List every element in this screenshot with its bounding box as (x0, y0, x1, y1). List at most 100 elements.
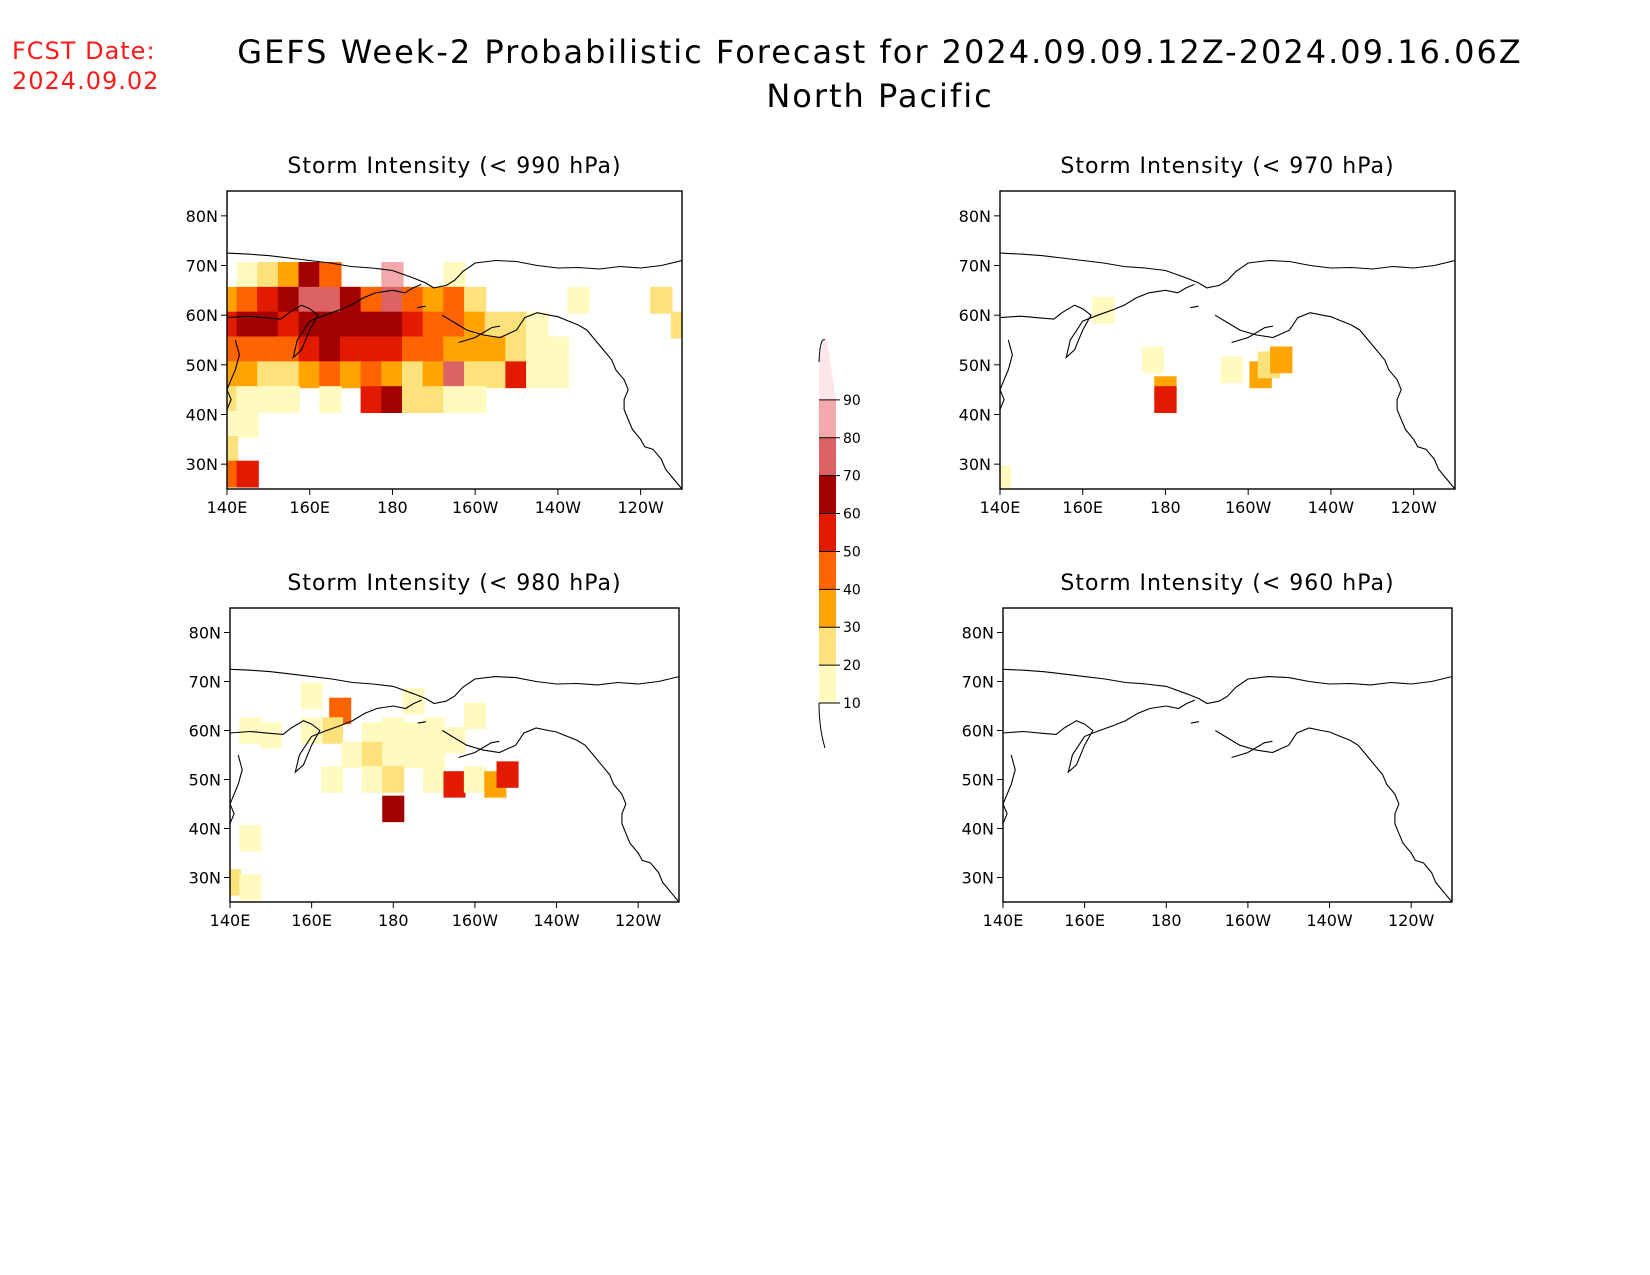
coastline (458, 740, 500, 759)
coastline (1000, 339, 1013, 410)
coastlines (1003, 668, 1452, 902)
probability-cell (360, 386, 383, 414)
probability-cell (443, 286, 466, 314)
probability-cell (227, 361, 239, 389)
probability-cell (381, 286, 404, 314)
probability-cell (257, 262, 280, 289)
coastline (1214, 312, 1455, 489)
probability-cell (526, 311, 549, 339)
coastline (441, 312, 682, 489)
probability-cell (464, 361, 487, 389)
probability-cell (259, 722, 282, 749)
probability-cell (382, 766, 405, 793)
probability-cell (1000, 465, 1012, 489)
probability-cell (422, 311, 445, 339)
coastline (1000, 252, 1455, 289)
probability-cell (526, 361, 549, 389)
panel-title: Storm Intensity (< 990 hPa) (287, 154, 621, 179)
coastline (1003, 699, 1196, 774)
probability-cell (546, 336, 570, 364)
coastline (1231, 325, 1274, 344)
lon-label: 140W (535, 498, 582, 517)
coastline (442, 727, 679, 902)
probability-cell (236, 361, 259, 389)
probability-cell (1092, 296, 1115, 324)
colorbar-label: 90 (843, 393, 861, 409)
probability-cell (443, 727, 466, 754)
coastline (1003, 754, 1016, 824)
probability-cell (239, 825, 262, 852)
lon-label: 160W (452, 498, 499, 517)
probability-cell (496, 761, 519, 788)
probability-cell (300, 717, 323, 744)
lat-label: 60N (189, 722, 221, 741)
lon-label: 160E (289, 498, 330, 517)
probability-cell (277, 262, 301, 289)
coastlines (230, 668, 679, 902)
colorbar-swatch (819, 437, 836, 476)
coastline (417, 721, 426, 724)
probability-cell (236, 286, 259, 314)
colorbar-swatch (819, 475, 836, 514)
lon-label: 140E (983, 911, 1024, 930)
probability-cell (239, 717, 262, 744)
lon-label: 160W (1225, 498, 1272, 517)
probability-cell (382, 741, 405, 769)
lon-label: 120W (1390, 498, 1437, 517)
probability-cell (464, 336, 487, 364)
probability-cell (381, 311, 404, 339)
lon-label: 160W (1225, 911, 1272, 930)
probability-cell (401, 361, 425, 389)
probability-cell (484, 336, 508, 364)
probability-cell (236, 386, 259, 414)
lon-label: 180 (1151, 911, 1182, 930)
lon-label: 140E (980, 498, 1021, 517)
lat-label: 40N (189, 820, 221, 839)
lat-label: 80N (959, 207, 991, 226)
panel-title: Storm Intensity (< 960 hPa) (1060, 571, 1394, 596)
probability-cell (382, 795, 405, 823)
probability-cell (443, 771, 466, 798)
lon-label: 140E (207, 498, 248, 517)
colorbar-label: 80 (843, 431, 861, 447)
coastline (227, 339, 240, 410)
lat-label: 50N (962, 771, 994, 790)
lat-label: 60N (186, 306, 218, 325)
lat-label: 50N (189, 771, 221, 790)
lat-label: 30N (959, 455, 991, 474)
probability-cell (381, 262, 404, 289)
probability-cell (567, 286, 590, 314)
lat-label: 30N (186, 455, 218, 474)
probability-cell (1220, 356, 1243, 384)
probability-cell (1270, 346, 1293, 374)
coastline (230, 668, 679, 705)
probability-cell (298, 361, 321, 389)
colorbar-swatch (819, 513, 836, 552)
coastline (1231, 740, 1273, 759)
lon-label: 160E (1062, 498, 1103, 517)
probability-cell (422, 286, 445, 314)
coastline (230, 754, 243, 824)
probability-cell (443, 361, 466, 389)
lon-label: 120W (1388, 911, 1435, 930)
lat-label: 70N (959, 257, 991, 276)
probability-cell (360, 336, 383, 364)
probability-cell (236, 262, 259, 289)
probability-cell (360, 311, 383, 339)
lat-label: 40N (962, 820, 994, 839)
probability-cell (463, 766, 486, 793)
probability-cell (484, 361, 508, 389)
coastline (458, 325, 501, 344)
probability-cell (236, 411, 259, 438)
figure-title: GEFS Week-2 Probabilistic Forecast for 2… (180, 30, 1580, 118)
probability-cell (236, 336, 259, 364)
lat-label: 80N (186, 207, 218, 226)
forecast-date-value: 2024.09.02 (12, 67, 160, 95)
probability-cell (360, 286, 383, 314)
probability-cell (339, 361, 363, 389)
probability-cell (230, 869, 242, 896)
colorbar-swatch (819, 340, 836, 400)
probability-field (1000, 296, 1293, 489)
lon-label: 160E (291, 911, 332, 930)
